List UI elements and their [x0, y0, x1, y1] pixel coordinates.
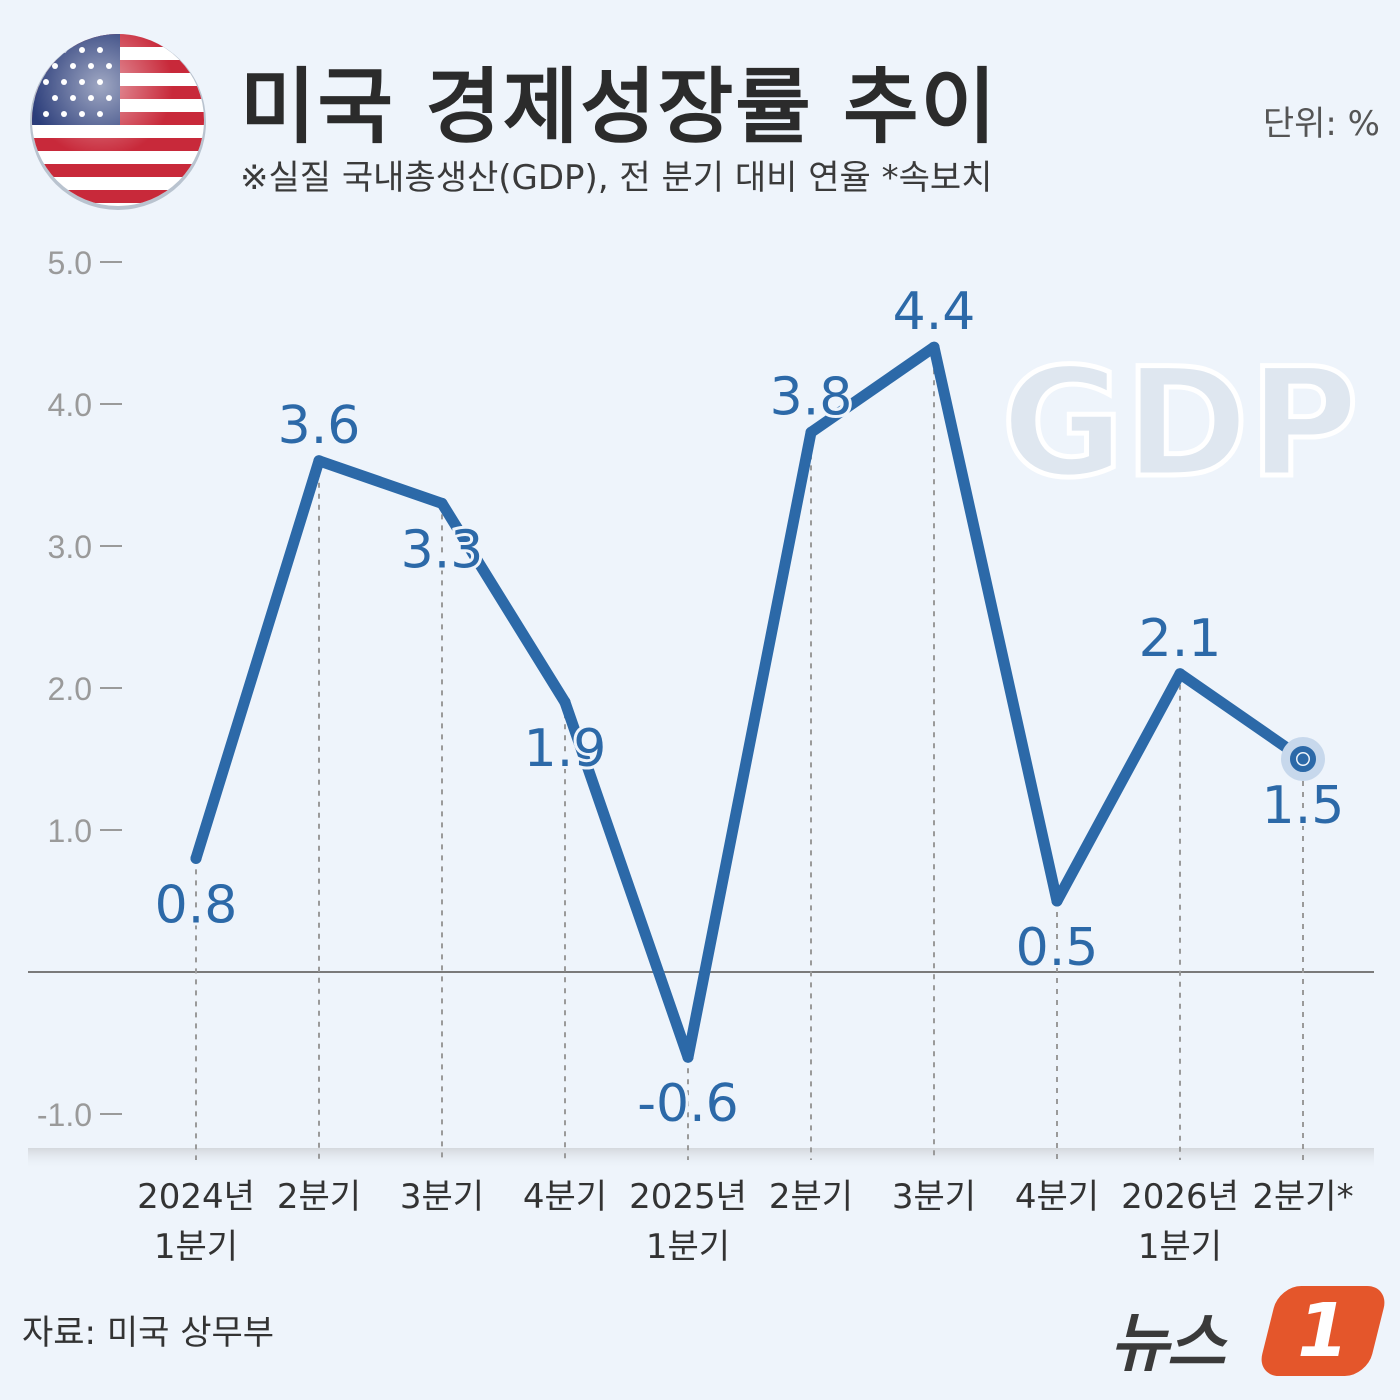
chart-subtitle: ※실질 국내총생산(GDP), 전 분기 대비 연율 *속보치	[240, 158, 993, 198]
chart-title: 미국 경제성장률 추이	[240, 60, 999, 155]
data-point	[1174, 668, 1186, 680]
data-point	[805, 426, 817, 438]
x-tick-label: 2025년	[629, 1177, 747, 1217]
x-tick-label: 2024년	[137, 1177, 255, 1217]
y-tick-label: -1.0	[37, 1097, 92, 1133]
data-point	[1297, 753, 1309, 765]
source-note: 자료: 미국 상무부	[22, 1313, 275, 1353]
data-point	[682, 1051, 694, 1063]
data-label: 0.8	[155, 875, 238, 935]
data-label: 3.8	[770, 367, 853, 427]
data-label: 4.4	[893, 282, 976, 342]
x-tick-label: 4분기	[1015, 1177, 1099, 1217]
y-tick-label: 1.0	[48, 813, 92, 849]
data-points	[190, 341, 1309, 1063]
data-point	[313, 455, 325, 467]
x-tick-label: 2026년	[1121, 1177, 1239, 1217]
data-label: 3.3	[401, 520, 484, 580]
gdp-series-line	[190, 341, 1309, 1063]
x-tick-label: 4분기	[523, 1177, 607, 1217]
x-tick-label: 3분기	[400, 1177, 484, 1217]
x-tick-label: 1분기	[1138, 1227, 1222, 1267]
logo-badge: 1	[1256, 1286, 1390, 1376]
data-label: 1.9	[524, 719, 607, 779]
data-point	[559, 696, 571, 708]
x-tick-label: 1분기	[154, 1227, 238, 1267]
y-tick-label: 4.0	[48, 387, 92, 423]
data-label: 2.1	[1139, 609, 1222, 669]
x-tick-label: 1분기	[646, 1227, 730, 1267]
x-tick-label: 3분기	[892, 1177, 976, 1217]
x-tick-label: 2분기*	[1252, 1177, 1353, 1217]
x-tick-label: 2분기	[277, 1177, 361, 1217]
data-point	[436, 497, 448, 509]
y-axis: 5.0 4.0 3.0 2.0 1.0 -1.0	[37, 245, 122, 1133]
gdp-watermark: GDP	[1001, 337, 1359, 511]
data-point	[190, 852, 202, 864]
data-point	[928, 341, 940, 353]
data-label: 3.6	[278, 396, 361, 456]
y-tick-label: 3.0	[48, 529, 92, 565]
data-labels: 0.8 3.6 3.3 1.9 -0.6 3.8 4.4 0.5 2.1 1.5	[152, 279, 1348, 1137]
data-label: 0.5	[1016, 918, 1099, 978]
logo-text: 뉴스	[1110, 1307, 1226, 1381]
chart-floor	[28, 1148, 1374, 1170]
y-tick-label: 2.0	[48, 671, 92, 707]
logo-badge-number: 1	[1297, 1288, 1349, 1374]
drop-lines	[195, 347, 1304, 1160]
us-flag-icon	[30, 34, 206, 210]
y-tick-label: 5.0	[48, 245, 92, 281]
data-point	[1051, 895, 1063, 907]
x-tick-label: 2분기	[769, 1177, 853, 1217]
unit-label: 단위: %	[1262, 104, 1380, 144]
data-label: -0.6	[637, 1074, 738, 1134]
data-label: 1.5	[1262, 776, 1345, 836]
x-axis: 2024년 1분기 2분기 3분기 4분기 2025년 1분기 2분기 3분기 4분기 2026년 1…	[137, 1177, 1354, 1267]
news1-logo: 뉴스 1	[1110, 1286, 1390, 1382]
